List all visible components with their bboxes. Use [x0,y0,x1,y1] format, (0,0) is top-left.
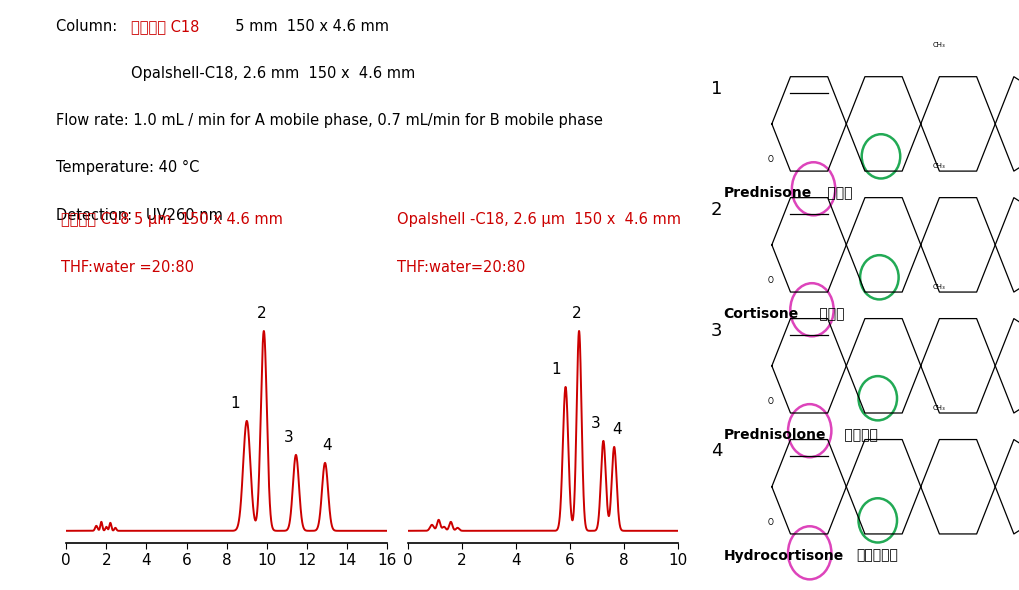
Text: 1: 1 [551,362,560,377]
Text: CH₃: CH₃ [933,163,946,169]
Text: 3: 3 [711,322,722,340]
Text: 4: 4 [711,442,722,461]
Text: Detection:   UV260 nm: Detection: UV260 nm [56,208,223,222]
Text: Opalshell -C18, 2.6 μm  150 x  4.6 mm: Opalshell -C18, 2.6 μm 150 x 4.6 mm [397,212,682,227]
Text: Prednisolone: Prednisolone [723,428,826,442]
Text: THF:water =20:80: THF:water =20:80 [61,260,195,274]
Text: 3: 3 [591,416,601,431]
Text: Cortisone: Cortisone [723,307,799,321]
Text: 2: 2 [257,306,267,321]
Text: Column:: Column: [56,19,126,34]
Text: Flow rate: 1.0 mL / min for A mobile phase, 0.7 mL/min for B mobile phase: Flow rate: 1.0 mL / min for A mobile pha… [56,113,603,128]
Text: CH₃: CH₃ [933,284,946,290]
Text: 波尼松龙: 波尼松龙 [840,428,877,442]
Text: 4: 4 [612,422,622,437]
Text: Temperature: 40 °C: Temperature: 40 °C [56,160,200,175]
Text: 1: 1 [711,80,722,98]
Text: 2: 2 [711,201,722,219]
Text: CH₃: CH₃ [933,405,946,411]
Text: 可的松: 可的松 [815,307,845,321]
Text: 多孔确胶 C18: 多孔确胶 C18 [131,19,200,34]
Text: 2: 2 [572,306,581,321]
Text: 4: 4 [322,438,332,453]
Text: 5 mm  150 x 4.6 mm: 5 mm 150 x 4.6 mm [226,19,389,34]
Text: Prednisone: Prednisone [723,186,812,200]
Text: 多孔确胶 C18 5 μm  150 x 4.6 mm: 多孔确胶 C18 5 μm 150 x 4.6 mm [61,212,283,227]
Text: Hydrocortisone: Hydrocortisone [723,549,844,563]
Text: THF:water=20:80: THF:water=20:80 [397,260,526,274]
Text: 3: 3 [284,430,293,445]
Text: O: O [767,276,773,285]
Text: 氢化可的松: 氢化可的松 [857,549,899,563]
Text: O: O [767,155,773,164]
Text: Opalshell-C18, 2.6 mm  150 x  4.6 mm: Opalshell-C18, 2.6 mm 150 x 4.6 mm [131,66,416,81]
Text: 强的松: 强的松 [823,186,853,200]
Text: O: O [767,396,773,406]
Text: CH₃: CH₃ [933,42,946,48]
Text: 1: 1 [230,396,239,411]
Text: O: O [767,517,773,527]
